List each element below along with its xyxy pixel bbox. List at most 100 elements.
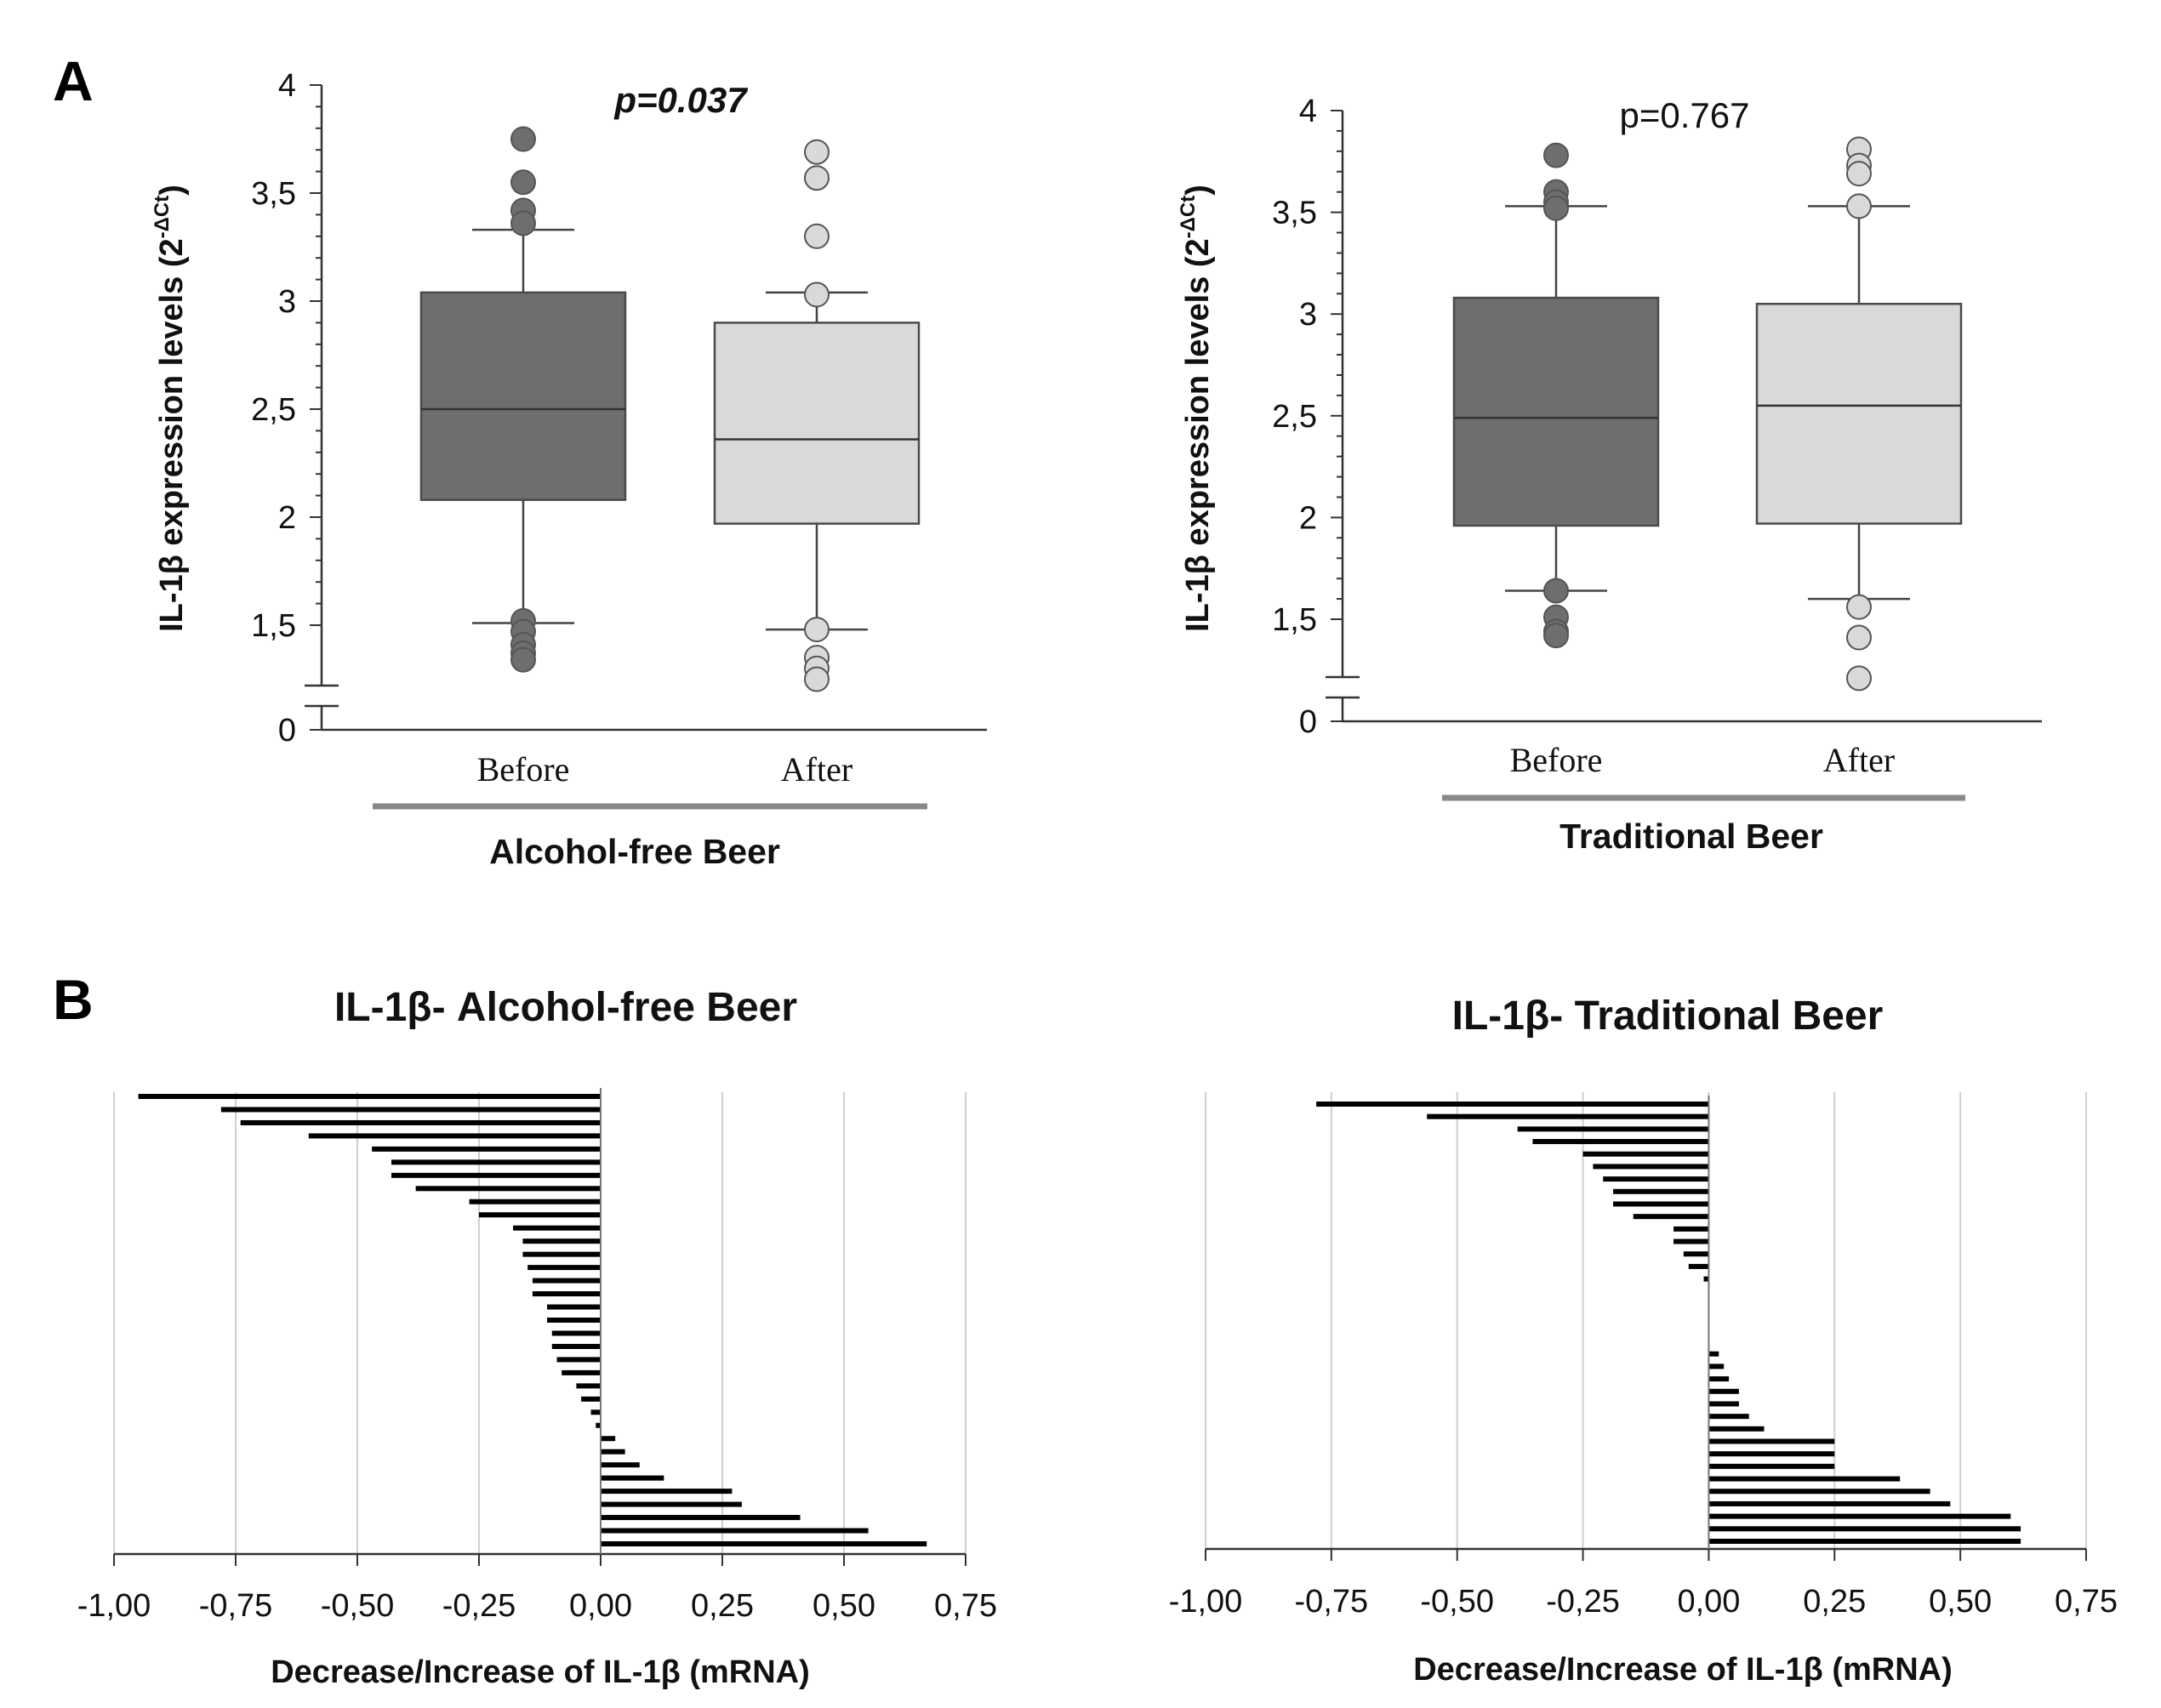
- y-tick-label: 3: [1299, 297, 1317, 333]
- box-iqr: [1755, 302, 1963, 525]
- bar: [601, 1462, 640, 1468]
- y-axis-label: IL-1β expression levels (2-ΔCt): [1177, 185, 1216, 632]
- barchart-traditional: IL-1β- Traditional Beer -1,00 -0,75 -0,50 -0…: [1169, 993, 2118, 1688]
- y-axis-label-superscript: -ΔCt: [1177, 196, 1200, 239]
- p-value: p=0.037: [613, 80, 748, 120]
- y-tick-label: 2: [278, 500, 296, 536]
- bar: [1673, 1226, 1709, 1232]
- y-tick-label: 3: [278, 284, 296, 320]
- category-label: After: [781, 750, 852, 789]
- bar: [1708, 1351, 1719, 1357]
- bar: [1708, 1401, 1739, 1407]
- x-tick-label: 0,00: [1677, 1584, 1740, 1620]
- bar: [547, 1304, 601, 1310]
- bar: [1708, 1539, 2021, 1544]
- x-tick-label: 0,25: [691, 1588, 754, 1624]
- p-value: p=0.767: [1620, 95, 1750, 135]
- x-tick-label: 0,25: [1803, 1584, 1866, 1620]
- outlier-point: [1543, 623, 1569, 649]
- y-tick-label: 2: [1299, 500, 1317, 536]
- bar: [415, 1186, 601, 1192]
- x-tick-label: 0,50: [1929, 1584, 1992, 1620]
- x-tick-label: -1,00: [1169, 1584, 1243, 1620]
- bar: [1708, 1489, 1930, 1494]
- bar: [1708, 1364, 1725, 1369]
- category-label: After: [1823, 741, 1895, 779]
- boxplot-traditional: 0 1,5 2 2,5 3 3,5 4 IL-1β expression levels (2-…: [1177, 94, 2042, 856]
- x-tick-label: -0,75: [1295, 1584, 1369, 1620]
- y-axis-label-text: IL-1β expression levels: [154, 267, 190, 632]
- chart-title: IL-1β- Alcohol-free Beer: [334, 985, 797, 1030]
- outlier-point: [1846, 594, 1872, 620]
- bar: [601, 1541, 927, 1546]
- category-label: Before: [477, 750, 570, 789]
- outlier-point: [804, 139, 830, 165]
- outlier-point: [1543, 578, 1569, 604]
- panel-letter-b: B: [53, 968, 94, 1031]
- bar: [551, 1330, 601, 1336]
- bar: [220, 1107, 601, 1113]
- boxplot-alcohol-free: 0 1,5 2 2,5 3 3,5 4 IL-1β expression levels (2-…: [151, 68, 987, 871]
- bar: [576, 1383, 601, 1389]
- y-tick-label: 3,5: [1272, 196, 1317, 231]
- y-tick-label: 4: [278, 68, 296, 104]
- outlier-point: [1846, 665, 1872, 692]
- bar: [1613, 1201, 1709, 1207]
- outlier-point: [804, 617, 830, 643]
- bar: [581, 1396, 601, 1402]
- bar: [372, 1146, 601, 1152]
- bar: [1708, 1500, 1951, 1506]
- bar: [1517, 1126, 1709, 1132]
- bar: [532, 1278, 601, 1284]
- outlier-point: [510, 126, 536, 152]
- outlier-point: [1846, 193, 1872, 219]
- bar: [601, 1449, 625, 1455]
- group-label: Alcohol-free Beer: [489, 832, 780, 871]
- bar: [469, 1198, 601, 1204]
- x-tick-label: -0,25: [442, 1588, 516, 1624]
- x-tick-label: -0,50: [321, 1588, 395, 1624]
- x-tick-label: 0,75: [934, 1588, 997, 1624]
- bar: [479, 1212, 601, 1218]
- bar: [1708, 1476, 1901, 1482]
- y-axis-label-close: ): [154, 185, 190, 196]
- x-tick-label: 0,00: [569, 1588, 632, 1624]
- bar: [590, 1409, 601, 1415]
- x-tick-label: 0,75: [2055, 1584, 2118, 1620]
- y-axis-label: IL-1β expression levels (2-ΔCt): [151, 185, 190, 632]
- box-iqr: [713, 322, 921, 525]
- panel-letter-a: A: [53, 49, 94, 112]
- bar: [1708, 1414, 1749, 1420]
- y-tick-label: 2,5: [1272, 399, 1317, 435]
- x-tick-label: 0,50: [813, 1588, 875, 1624]
- outlier-point: [804, 666, 830, 692]
- outlier-point: [510, 169, 536, 196]
- bar: [391, 1172, 601, 1178]
- x-tick-label: -0,75: [199, 1588, 273, 1624]
- bar: [240, 1119, 601, 1125]
- y-axis-label-close: ): [1180, 185, 1216, 196]
- bar: [1427, 1113, 1709, 1119]
- bar: [1708, 1513, 2011, 1519]
- y-axis-label-text: IL-1β expression levels: [1180, 267, 1216, 632]
- outlier-point: [510, 646, 536, 673]
- x-tick-label: -0,50: [1420, 1584, 1494, 1620]
- box-iqr: [1452, 296, 1660, 527]
- y-tick-label: 1,5: [251, 608, 296, 644]
- x-tick-label: -1,00: [77, 1588, 151, 1624]
- bar: [547, 1318, 601, 1323]
- group-label: Traditional Beer: [1559, 817, 1823, 856]
- bar: [391, 1159, 601, 1165]
- bar: [601, 1501, 742, 1507]
- chart-title: IL-1β- Traditional Beer: [1452, 993, 1884, 1039]
- y-axis-label-unit: (2: [1180, 238, 1216, 267]
- bar: [601, 1528, 869, 1534]
- x-axis-label: Decrease/Increase of IL-1β (mRNA): [271, 1654, 810, 1690]
- bar: [1582, 1151, 1709, 1157]
- box-after: [1755, 136, 1963, 692]
- y-tick-label: 4: [1299, 94, 1317, 129]
- bar: [1688, 1263, 1709, 1269]
- bar: [556, 1357, 601, 1363]
- outlier-point: [1846, 161, 1872, 187]
- bar: [601, 1515, 801, 1521]
